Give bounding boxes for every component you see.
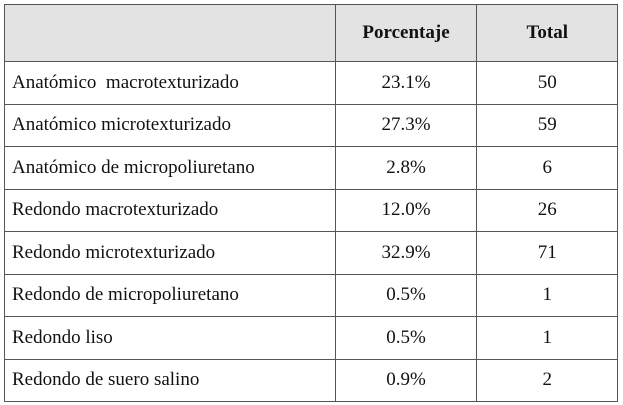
header-cell: Porcentaje: [334, 4, 478, 62]
row-label: Redondo liso: [4, 316, 336, 360]
table-header: Porcentaje Total: [4, 4, 618, 62]
header-cell-empty: [4, 4, 336, 62]
data-table: Porcentaje Total Anatómico macrotexturiz…: [4, 4, 618, 402]
table-row: Redondo macrotexturizado 12.0% 26: [4, 188, 618, 232]
cell: 50: [476, 61, 618, 105]
cell: 2.8%: [334, 146, 478, 190]
cell: 26: [476, 188, 618, 232]
cell: 1: [476, 273, 618, 317]
row-label: Redondo de suero salino: [4, 358, 336, 402]
cell: 23.1%: [334, 61, 478, 105]
cell: 12.0%: [334, 188, 478, 232]
cell: 6: [476, 146, 618, 190]
cell: 32.9%: [334, 231, 478, 275]
cell: 2: [476, 358, 618, 402]
table-body: Anatómico macrotexturizado 23.1% 50 Anatómi…: [4, 61, 618, 402]
table-row: Anatómico macrotexturizado 23.1% 50: [4, 61, 618, 105]
row-label: Anatómico de micropoliuretano: [4, 146, 336, 190]
row-label: Redondo microtexturizado: [4, 231, 336, 275]
row-label: Redondo de micropoliuretano: [4, 273, 336, 317]
cell: 0.9%: [334, 358, 478, 402]
table-row: Anatómico de micropoliuretano 2.8% 6: [4, 146, 618, 190]
header-cell: Total: [476, 4, 618, 62]
cell: 71: [476, 231, 618, 275]
row-label: Redondo macrotexturizado: [4, 188, 336, 232]
cell: 0.5%: [334, 316, 478, 360]
table-row: Redondo de micropoliuretano 0.5% 1: [4, 273, 618, 317]
header-row: Porcentaje Total: [4, 4, 618, 62]
table-row: Redondo liso 0.5% 1: [4, 316, 618, 360]
table-row: Anatómico microtexturizado 27.3% 59: [4, 103, 618, 147]
table-row: Redondo de suero salino 0.9% 2: [4, 358, 618, 402]
table-row: Redondo microtexturizado 32.9% 71: [4, 231, 618, 275]
cell: 0.5%: [334, 273, 478, 317]
cell: 59: [476, 103, 618, 147]
cell: 27.3%: [334, 103, 478, 147]
row-label: Anatómico microtexturizado: [4, 103, 336, 147]
row-label: Anatómico macrotexturizado: [4, 61, 336, 105]
cell: 1: [476, 316, 618, 360]
